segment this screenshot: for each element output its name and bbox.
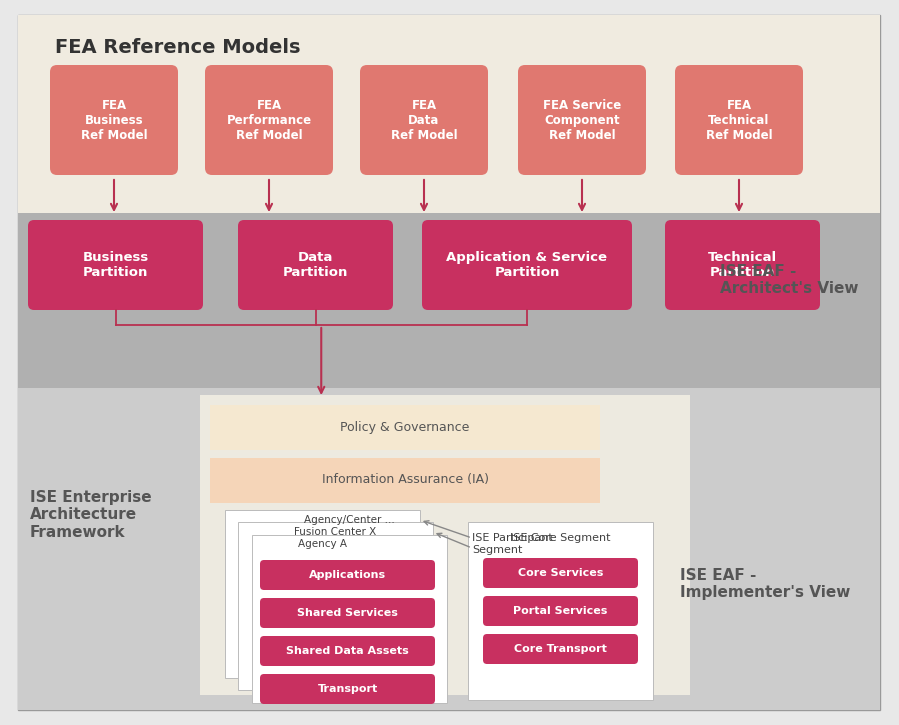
Text: FEA
Performance
Ref Model: FEA Performance Ref Model [227, 99, 312, 141]
FancyBboxPatch shape [50, 65, 178, 175]
Text: Data
Partition: Data Partition [283, 251, 348, 279]
FancyBboxPatch shape [28, 220, 203, 310]
Bar [18, 388, 880, 710]
Bar [252, 535, 447, 703]
FancyBboxPatch shape [260, 674, 435, 704]
FancyBboxPatch shape [675, 65, 803, 175]
Text: Shared Data Assets: Shared Data Assets [286, 646, 409, 656]
Text: Agency A: Agency A [298, 539, 347, 549]
FancyBboxPatch shape [665, 220, 820, 310]
Text: Portal Services: Portal Services [513, 606, 608, 616]
FancyBboxPatch shape [260, 636, 435, 666]
Text: Core Transport: Core Transport [514, 644, 607, 654]
FancyBboxPatch shape [483, 634, 638, 664]
FancyBboxPatch shape [518, 65, 646, 175]
Text: Business
Partition: Business Partition [83, 251, 148, 279]
Text: FEA
Data
Ref Model: FEA Data Ref Model [391, 99, 458, 141]
FancyBboxPatch shape [483, 558, 638, 588]
Text: Core Services: Core Services [518, 568, 603, 578]
FancyBboxPatch shape [205, 65, 333, 175]
Bar [18, 213, 880, 388]
FancyBboxPatch shape [483, 596, 638, 626]
Bar [225, 510, 420, 678]
Bar [18, 15, 880, 213]
Text: ISE EAF -
Architect's View: ISE EAF - Architect's View [720, 264, 859, 297]
Text: Shared Services: Shared Services [297, 608, 398, 618]
Text: Policy & Governance: Policy & Governance [341, 420, 469, 434]
Bar [200, 395, 690, 695]
FancyBboxPatch shape [360, 65, 488, 175]
Text: Application & Service
Partition: Application & Service Partition [447, 251, 608, 279]
Bar [238, 522, 433, 690]
Text: ISE Participant
Segment: ISE Participant Segment [472, 533, 553, 555]
Text: Agency/Center ...: Agency/Center ... [304, 515, 395, 525]
Text: Fusion Center X: Fusion Center X [294, 527, 377, 537]
FancyBboxPatch shape [422, 220, 632, 310]
Text: FEA Service
Component
Ref Model: FEA Service Component Ref Model [543, 99, 621, 141]
Text: Transport: Transport [317, 684, 378, 694]
Bar [210, 405, 600, 450]
Text: Technical
Partition: Technical Partition [708, 251, 777, 279]
Text: Applications: Applications [309, 570, 386, 580]
Text: ISE Enterprise
Architecture
Framework: ISE Enterprise Architecture Framework [30, 490, 152, 540]
Bar [210, 458, 600, 503]
Text: FEA
Technical
Ref Model: FEA Technical Ref Model [706, 99, 772, 141]
Bar [468, 522, 653, 700]
FancyBboxPatch shape [238, 220, 393, 310]
FancyBboxPatch shape [260, 560, 435, 590]
Text: FEA Reference Models: FEA Reference Models [55, 38, 300, 57]
Text: Information Assurance (IA): Information Assurance (IA) [322, 473, 488, 486]
Text: ISE Core Segment: ISE Core Segment [511, 533, 610, 543]
FancyBboxPatch shape [260, 598, 435, 628]
Text: FEA
Business
Ref Model: FEA Business Ref Model [81, 99, 147, 141]
Text: ISE EAF -
Implementer's View: ISE EAF - Implementer's View [680, 568, 850, 600]
